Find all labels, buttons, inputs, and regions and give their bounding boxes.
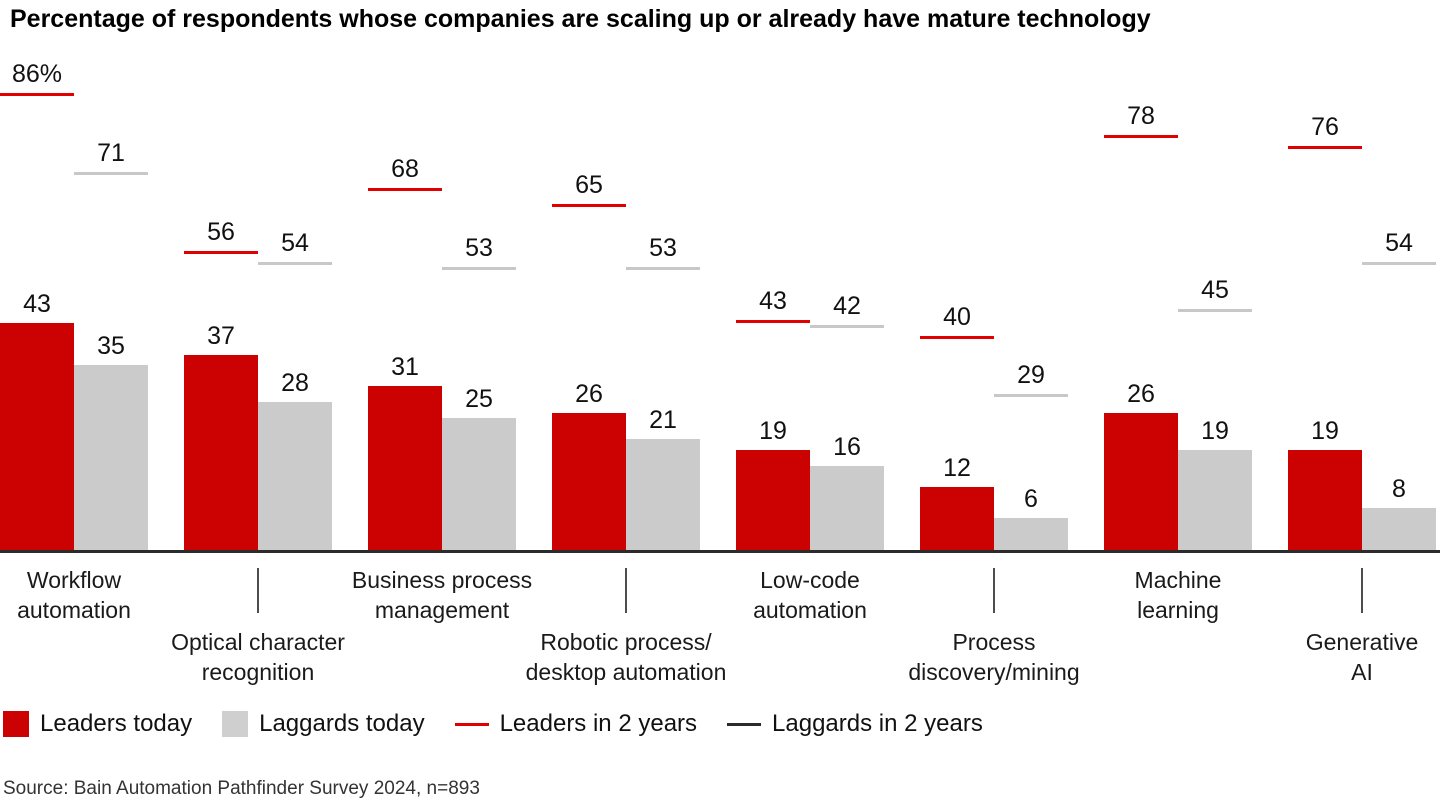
target-line-laggards [258, 262, 332, 265]
bar-laggards-today [1178, 450, 1252, 550]
plot-area: 43 35 86% 71 37 28 56 54 31 25 68 53 26 21 65 53 19 16 43 4… [0, 60, 1440, 553]
target-value-label: 76 [1311, 113, 1339, 141]
target-value-label: 54 [1385, 229, 1413, 257]
legend-item-leaders-in-2-years: Leaders in 2 years [454, 710, 698, 738]
legend-item-leaders-today: Leaders today [3, 710, 192, 738]
laggards-2y-line-icon [727, 722, 762, 726]
bar-leaders-today [920, 487, 994, 550]
target-value-label: 54 [281, 229, 309, 257]
bar-laggards-today [258, 402, 332, 550]
category-label: Generative AI [1305, 629, 1419, 685]
legend: Leaders today Laggards today Leaders in … [3, 710, 983, 738]
leaders-2y-line-icon [454, 722, 489, 726]
bar-leaders-today [552, 413, 626, 550]
laggards-today-swatch-icon [222, 711, 249, 737]
target-line-laggards [1362, 262, 1436, 265]
target-value-label: 86% [11, 60, 63, 88]
bar-laggards-today [74, 365, 148, 550]
target-line-laggards [626, 267, 700, 270]
category-label: Business process management [351, 567, 533, 623]
bar-leaders-today [736, 450, 810, 550]
bar-laggards-today [810, 466, 884, 550]
target-value-label: 68 [391, 155, 419, 183]
bar-value-label: 28 [281, 369, 309, 397]
target-line-leaders [0, 93, 74, 96]
target-value-label: 40 [943, 303, 971, 331]
target-value-label: 42 [833, 292, 861, 320]
target-line-leaders [1288, 146, 1362, 149]
bar-leaders-today [0, 323, 74, 550]
target-value-label: 56 [207, 218, 235, 246]
bar-laggards-today [442, 418, 516, 550]
category-label: Machine learning [1134, 567, 1222, 623]
target-value-label: 65 [575, 171, 603, 199]
legend-label: Laggards in 2 years [772, 710, 983, 737]
bar-value-label: 26 [575, 380, 603, 408]
target-line-laggards [1178, 309, 1252, 312]
bar-value-label: 25 [465, 385, 493, 413]
bar-laggards-today [1362, 508, 1436, 550]
target-line-laggards [442, 267, 516, 270]
legend-label: Laggards today [259, 710, 425, 737]
category-label: Workflow automation [17, 567, 131, 623]
bar-value-label: 12 [943, 454, 971, 482]
category-label: Robotic process/desktop automation [525, 629, 727, 685]
target-line-leaders [368, 188, 442, 191]
source-note: Source: Bain Automation Pathfinder Surve… [3, 778, 480, 799]
target-value-label: 29 [1017, 361, 1045, 389]
legend-item-laggards-in-2-years: Laggards in 2 years [727, 710, 983, 738]
target-line-leaders [184, 251, 258, 254]
target-value-label: 78 [1127, 102, 1155, 130]
category-leader-line [625, 568, 627, 613]
bar-leaders-today [1104, 413, 1178, 550]
target-line-laggards [994, 394, 1068, 397]
category-label: Optical character recognition [171, 629, 345, 685]
target-value-label: 45 [1201, 276, 1229, 304]
category-label: Process discovery/mining [908, 629, 1080, 685]
bar-leaders-today [184, 355, 258, 550]
target-line-laggards [74, 172, 148, 175]
target-line-leaders [1104, 135, 1178, 138]
legend-label: Leaders today [40, 710, 193, 737]
bar-value-label: 19 [759, 417, 787, 445]
category-leader-line [257, 568, 259, 613]
bar-value-label: 6 [1024, 485, 1038, 513]
bar-value-label: 16 [833, 433, 861, 461]
target-line-leaders [736, 320, 810, 323]
bar-leaders-today [368, 386, 442, 550]
bar-leaders-today [1288, 450, 1362, 550]
legend-item-laggards-today: Laggards today [222, 710, 425, 738]
bar-value-label: 31 [391, 353, 419, 381]
bar-value-label: 26 [1127, 380, 1155, 408]
bar-laggards-today [994, 518, 1068, 550]
bar-laggards-today [626, 439, 700, 550]
bar-value-label: 43 [23, 290, 51, 318]
legend-label: Leaders in 2 years [499, 710, 698, 737]
target-line-leaders [920, 336, 994, 339]
target-line-leaders [552, 204, 626, 207]
leaders-today-swatch-icon [3, 711, 29, 737]
bar-value-label: 37 [207, 322, 235, 350]
target-value-label: 43 [759, 287, 787, 315]
category-leader-line [993, 568, 995, 613]
bar-value-label: 35 [97, 332, 125, 360]
bar-value-label: 8 [1392, 475, 1406, 503]
category-leader-line [1361, 568, 1363, 613]
bar-value-label: 19 [1311, 417, 1339, 445]
target-value-label: 71 [97, 139, 125, 167]
target-line-laggards [810, 325, 884, 328]
bar-value-label: 21 [649, 406, 677, 434]
bar-value-label: 19 [1201, 417, 1229, 445]
category-label: Low-code automation [753, 567, 867, 623]
chart-title: Percentage of respondents whose companie… [10, 5, 1151, 33]
target-value-label: 53 [465, 234, 493, 262]
target-value-label: 53 [649, 234, 677, 262]
x-axis-labels: Workflow automation Optical character recog… [0, 553, 1440, 705]
